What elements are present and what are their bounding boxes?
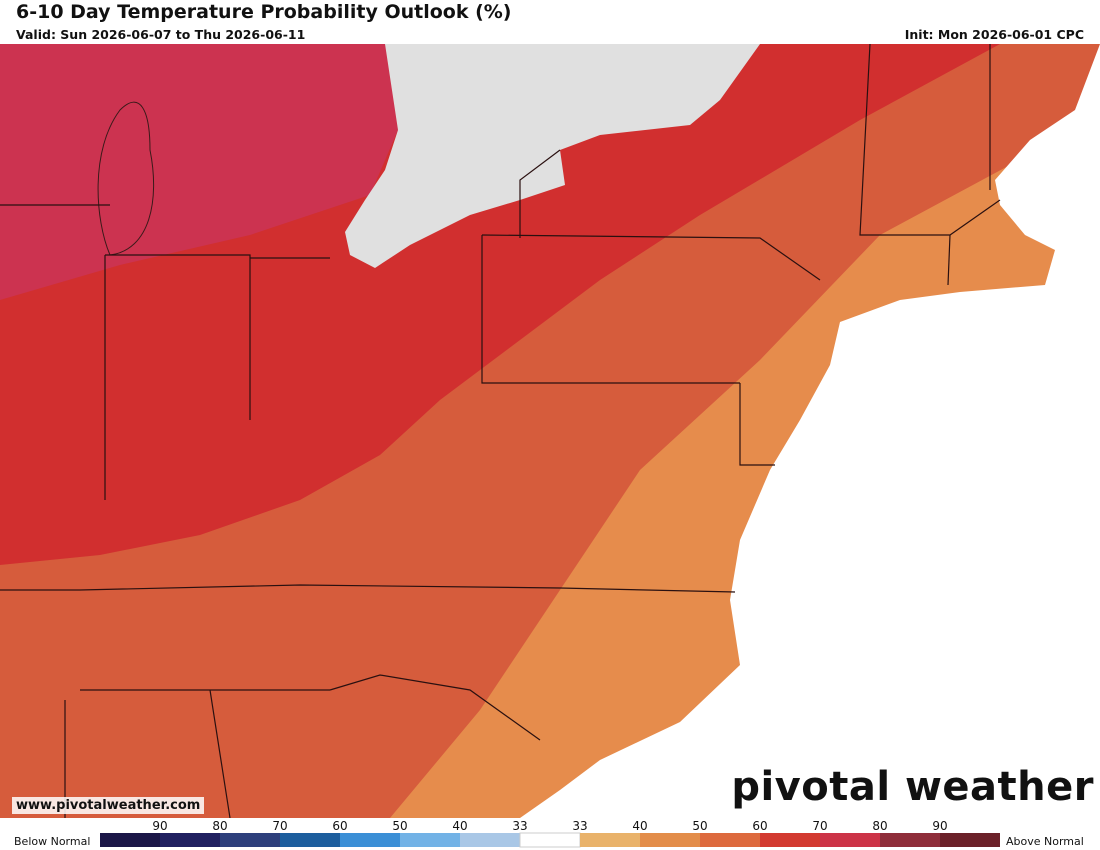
- prob-80-region: [0, 44, 398, 300]
- color-swatch: [400, 833, 460, 847]
- color-swatch: [820, 833, 880, 847]
- color-swatch: [460, 833, 520, 847]
- map-title: 6-10 Day Temperature Probability Outlook…: [16, 1, 512, 23]
- legend-tick-label: 50: [692, 819, 707, 833]
- legend-tick-label: 60: [752, 819, 767, 833]
- color-swatch: [100, 833, 160, 847]
- legend-tick-label: 60: [332, 819, 347, 833]
- ocean: [520, 44, 1100, 818]
- site-url: www.pivotalweather.com: [12, 797, 205, 814]
- legend-tick-label: 40: [632, 819, 647, 833]
- color-swatch: [220, 833, 280, 847]
- legend-tick-label: 33: [572, 819, 587, 833]
- brand-logo: pivotal weather: [731, 764, 1094, 810]
- color-swatch: [940, 833, 1000, 847]
- color-swatch: [760, 833, 820, 847]
- color-swatch: [340, 833, 400, 847]
- outlook-map: [0, 44, 1100, 818]
- legend-tick-label: 50: [392, 819, 407, 833]
- valid-time: Valid: Sun 2026-06-07 to Thu 2026-06-11: [16, 27, 306, 42]
- legend-above-label: Above Normal: [1006, 835, 1084, 848]
- legend-tick-label: 90: [932, 819, 947, 833]
- legend-below-label: Below Normal: [14, 835, 90, 848]
- color-swatch: [580, 833, 640, 847]
- lake-outline: [97, 101, 155, 256]
- legend-tick-label: 90: [152, 819, 167, 833]
- color-swatch: [280, 833, 340, 847]
- legend-tick-label: 33: [512, 819, 527, 833]
- color-swatch: [160, 833, 220, 847]
- color-swatch: [700, 833, 760, 847]
- color-bar: 90 80 70 60 50 40 33 33 40 50 60 70 80 90 Below Normal…: [14, 819, 1084, 848]
- legend-tick-label: 70: [812, 819, 827, 833]
- legend-tick-label: 80: [212, 819, 227, 833]
- legend-tick-label: 70: [272, 819, 287, 833]
- legend-tick-label: 40: [452, 819, 467, 833]
- legend-tick-label: 80: [872, 819, 887, 833]
- color-swatch: [880, 833, 940, 847]
- color-swatch: [640, 833, 700, 847]
- init-time: Init: Mon 2026-06-01 CPC: [904, 27, 1084, 42]
- color-swatch: [519, 832, 581, 848]
